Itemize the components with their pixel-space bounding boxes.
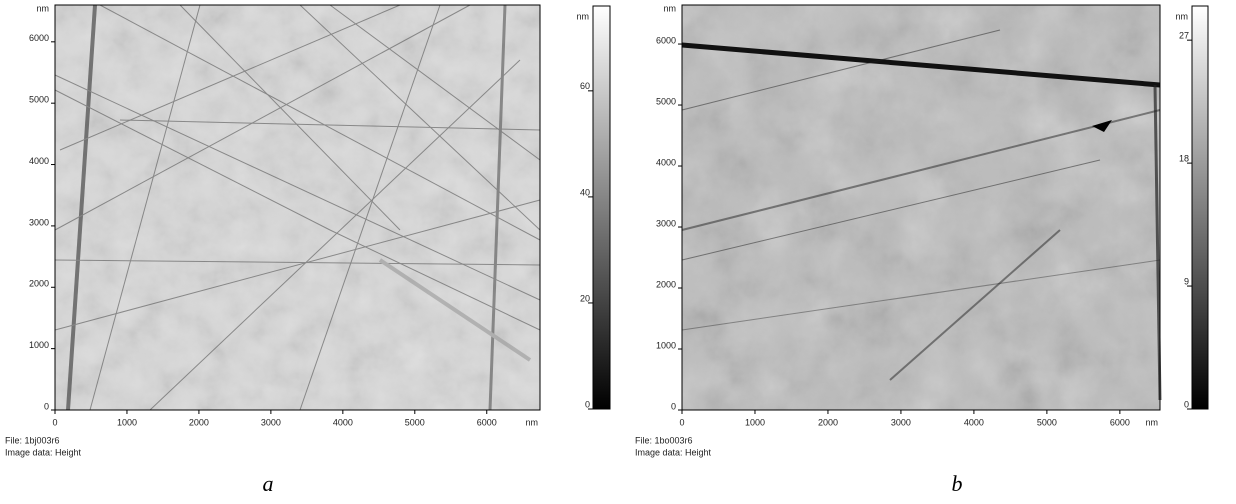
y-tick-label: 6000 [656, 35, 676, 45]
y-tick-label: 5000 [29, 95, 49, 105]
afm-image [682, 5, 1160, 410]
colorbar-tick-label: 60 [580, 81, 590, 91]
colorbar-tick-label: 9 [1184, 276, 1189, 286]
y-tick-label: 4000 [29, 156, 49, 166]
x-tick-label: 6000 [477, 417, 497, 427]
x-tick-label: 5000 [1037, 417, 1057, 427]
colorbar-tick-label: 0 [585, 399, 590, 409]
x-tick-label: 4000 [964, 417, 984, 427]
colorbar [1192, 6, 1208, 409]
x-tick-label: 2000 [189, 417, 209, 427]
panel-label: a [263, 471, 274, 496]
file-name: File: 1bj003r6 [5, 435, 60, 445]
y-tick-label: 2000 [656, 279, 676, 289]
colorbar-tick-label: 20 [580, 293, 590, 303]
y-unit: nm [36, 3, 49, 13]
y-tick-label: 3000 [656, 218, 676, 228]
y-tick-label: 0 [44, 401, 49, 411]
x-tick-label: 3000 [261, 417, 281, 427]
x-tick-label: 1000 [117, 417, 137, 427]
colorbar [593, 6, 610, 409]
colorbar-tick-label: 27 [1179, 31, 1189, 41]
image-data: Image data: Height [5, 447, 82, 457]
x-tick-label: 4000 [333, 417, 353, 427]
x-tick-label: 1000 [745, 417, 765, 427]
colorbar-unit: nm [576, 11, 589, 21]
x-unit: nm [1145, 417, 1158, 427]
y-tick-label: 1000 [29, 340, 49, 350]
colorbar-unit: nm [1175, 11, 1188, 21]
y-unit: nm [663, 3, 676, 13]
x-tick-label: 2000 [818, 417, 838, 427]
colorbar-tick-label: 0 [1184, 399, 1189, 409]
file-name: File: 1bo003r6 [635, 435, 693, 445]
afm-image [55, 5, 540, 410]
x-tick-label: 3000 [891, 417, 911, 427]
x-tick-label: 0 [52, 417, 57, 427]
x-tick-label: 5000 [405, 417, 425, 427]
x-tick-label: 6000 [1110, 417, 1130, 427]
colorbar-tick-label: 40 [580, 187, 590, 197]
x-unit: nm [525, 417, 538, 427]
colorbar-tick-label: 18 [1179, 153, 1189, 163]
x-tick-label: 0 [679, 417, 684, 427]
y-tick-label: 1000 [656, 340, 676, 350]
figure: 0100020003000400050006000nm0100020003000… [0, 0, 1236, 499]
y-tick-label: 2000 [29, 279, 49, 289]
y-tick-label: 4000 [656, 157, 676, 167]
panel-label: b [952, 471, 963, 496]
y-tick-label: 6000 [29, 33, 49, 43]
image-data: Image data: Height [635, 447, 712, 457]
y-tick-label: 3000 [29, 217, 49, 227]
y-tick-label: 5000 [656, 96, 676, 106]
y-tick-label: 0 [671, 401, 676, 411]
